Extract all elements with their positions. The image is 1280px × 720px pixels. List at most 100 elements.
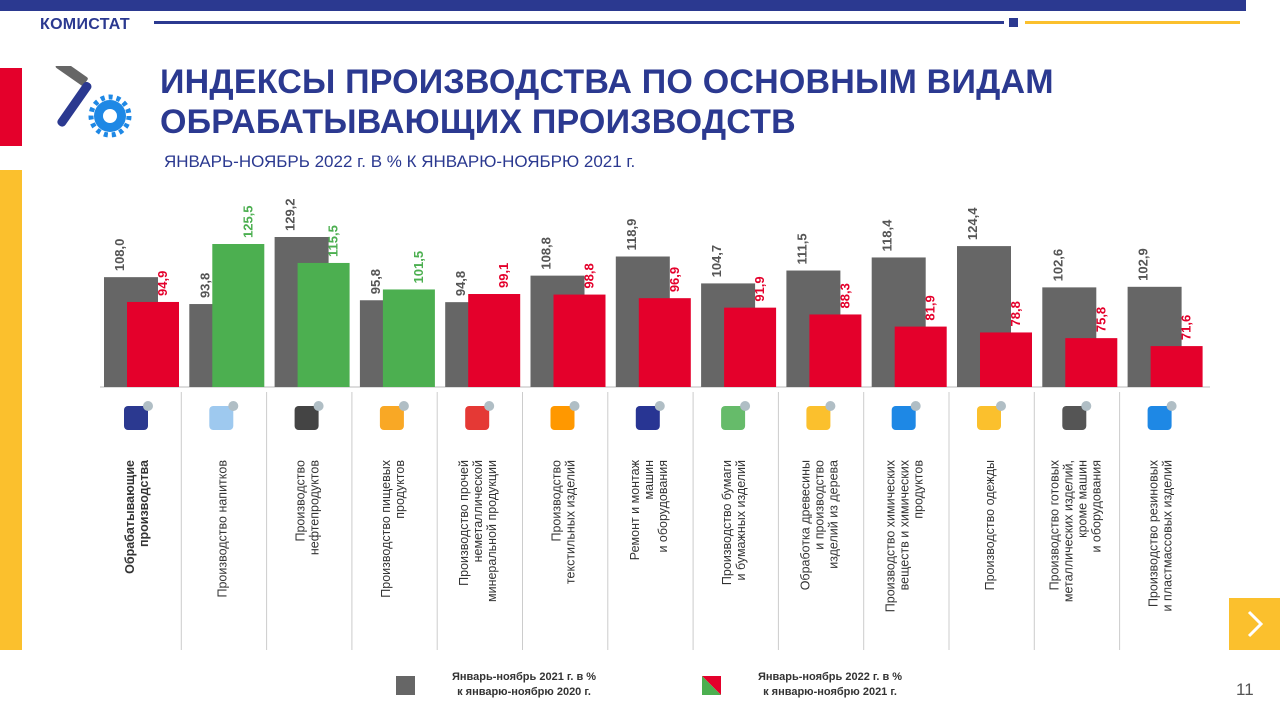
category-label: и оборудования [1089, 460, 1103, 553]
category-label: и бумажных изделий [734, 460, 748, 581]
category-label: Производство [294, 460, 308, 542]
category-label: Производство одежды [983, 460, 997, 590]
metal-gears-icon-shape [1062, 406, 1087, 430]
category-label: и оборудования [656, 460, 670, 553]
bar-series2 [1150, 346, 1203, 387]
data-label-series2: 115,5 [326, 225, 341, 257]
legend-series1-swatch [396, 675, 415, 695]
data-label-series1: 95,8 [368, 269, 383, 294]
data-label-series2: 125,5 [240, 205, 255, 238]
page-subtitle: ЯНВАРЬ-НОЯБРЬ 2022 г. В % К ЯНВАРЮ-НОЯБР… [164, 152, 636, 171]
test-tube-icon-gear [910, 401, 921, 411]
metal-gears-icon [1062, 401, 1092, 430]
bar-series2 [638, 298, 691, 387]
test-tube-icon-shape [891, 406, 916, 430]
clothes-icon-shape [977, 406, 1001, 430]
category-label: кроме машин [1075, 460, 1089, 538]
data-label-series2: 96,9 [667, 267, 682, 292]
oil-pump-icon-gear [313, 401, 324, 411]
legend-series1-line1: Январь-ноябрь 2021 г. в % [451, 671, 597, 683]
category-label: Производство прочей [457, 460, 471, 586]
data-label-series1: 118,9 [624, 219, 639, 251]
hammer-gear-icon [55, 66, 132, 138]
data-label-series2: 78,8 [1008, 301, 1023, 326]
category-label: Производство готовых [1047, 459, 1061, 590]
data-label-series1: 102,9 [1136, 248, 1151, 281]
data-label-series1: 94,8 [453, 271, 468, 296]
robot-arm-icon [635, 401, 665, 430]
bar-series2 [980, 332, 1032, 387]
water-bottle-icon [209, 401, 239, 430]
clothes-icon-gear [996, 401, 1006, 411]
data-label-series2: 98,8 [582, 263, 597, 288]
category-label: продуктов [912, 460, 926, 519]
robot-arm-icon-shape [635, 406, 660, 430]
brand-logo-text: КОМИСТАТ [40, 16, 130, 33]
bar-series2 [894, 326, 947, 387]
legend-series2: Январь-ноябрь 2022 г. в % к январю-ноябр… [702, 670, 925, 700]
clothes-icon [977, 401, 1006, 430]
oil-pump-icon-shape [294, 406, 319, 430]
header-line-square [1009, 18, 1018, 27]
header-line-blue [154, 21, 1004, 24]
glass-icon-gear [484, 401, 495, 411]
wood-planks-icon-gear [825, 401, 836, 411]
paper-icon-shape [721, 406, 746, 430]
hammer-gear-icon-gear [143, 401, 153, 411]
test-tube-icon [891, 401, 921, 430]
next-slide-button[interactable] [1229, 598, 1280, 650]
glass-icon-shape [465, 406, 490, 430]
data-label-series2: 101,5 [411, 251, 426, 284]
header-line-yellow [1025, 21, 1240, 24]
bar-series2 [468, 294, 521, 387]
data-label-series2: 99,1 [496, 263, 511, 288]
category-label: минеральной продукции [485, 460, 499, 602]
metal-gears-icon-gear [1081, 401, 1092, 411]
category-label: Производство резиновых [1147, 459, 1161, 607]
data-label-series1: 108,8 [539, 237, 554, 270]
legend-series1-label: Январь-ноябрь 2021 г. в % к январю-ноябр… [429, 670, 619, 700]
data-label-series1: 124,4 [965, 207, 980, 240]
water-bottle-icon-gear [228, 401, 239, 411]
water-bottle-icon-shape [209, 406, 234, 430]
data-label-series1: 118,4 [880, 219, 895, 252]
title-line-2: ОБРАБАТЫВАЮЩИХ ПРОИЗВОДСТВ [160, 103, 796, 141]
data-label-series2: 91,9 [752, 276, 767, 301]
top-bar [0, 0, 1246, 11]
data-label-series1: 102,6 [1050, 249, 1065, 282]
ice-cream-icon-shape [379, 406, 404, 430]
category-label: машин [642, 460, 656, 500]
category-label: и производство [812, 460, 826, 550]
bar-series2 [127, 301, 179, 387]
page-title: ИНДЕКСЫ ПРОИЗВОДСТВА ПО ОСНОВНЫМ ВИДАМ О… [160, 62, 1054, 142]
category-label: Ремонт и монтаж [628, 459, 642, 560]
legend-series1-line2: к январю-ноябрю 2020 г. [457, 686, 591, 698]
legend-series2-line1: Январь-ноябрь 2022 г. в % [757, 671, 903, 683]
textile-icon-shape [550, 406, 575, 430]
data-label-series1: 93,8 [197, 273, 212, 298]
paper-icon-gear [740, 401, 751, 411]
category-label: веществ и химических [898, 459, 912, 590]
robot-arm-icon-gear [654, 401, 665, 411]
category-label: Производство напитков [215, 460, 229, 598]
legend-series2-line2: к январю-ноябрю 2021 г. [763, 686, 897, 698]
category-label: Обработка древесины [798, 460, 812, 590]
bar-series2 [1065, 338, 1118, 387]
legend-series2-label: Январь-ноябрь 2022 г. в % к январю-ноябр… [735, 670, 925, 700]
category-label: производства [137, 459, 151, 547]
category-label: нефтепродуктов [308, 460, 322, 555]
data-label-series2: 94,9 [155, 271, 170, 296]
category-label: неметаллической [471, 460, 485, 562]
bar-series2 [553, 294, 606, 387]
hammer-gear-icon [124, 401, 153, 430]
chevron-right-icon [1247, 610, 1264, 638]
bar-series2 [212, 244, 265, 387]
legend-series2-swatch [702, 675, 721, 695]
category-label: Производство [550, 460, 564, 542]
bar-series2 [809, 314, 862, 387]
data-label-series2: 81,9 [923, 295, 938, 320]
ice-cream-icon-gear [398, 401, 409, 411]
category-label: текстильных изделий [564, 460, 578, 584]
page-number: 11 [1236, 680, 1254, 699]
bar-series2 [297, 262, 350, 387]
